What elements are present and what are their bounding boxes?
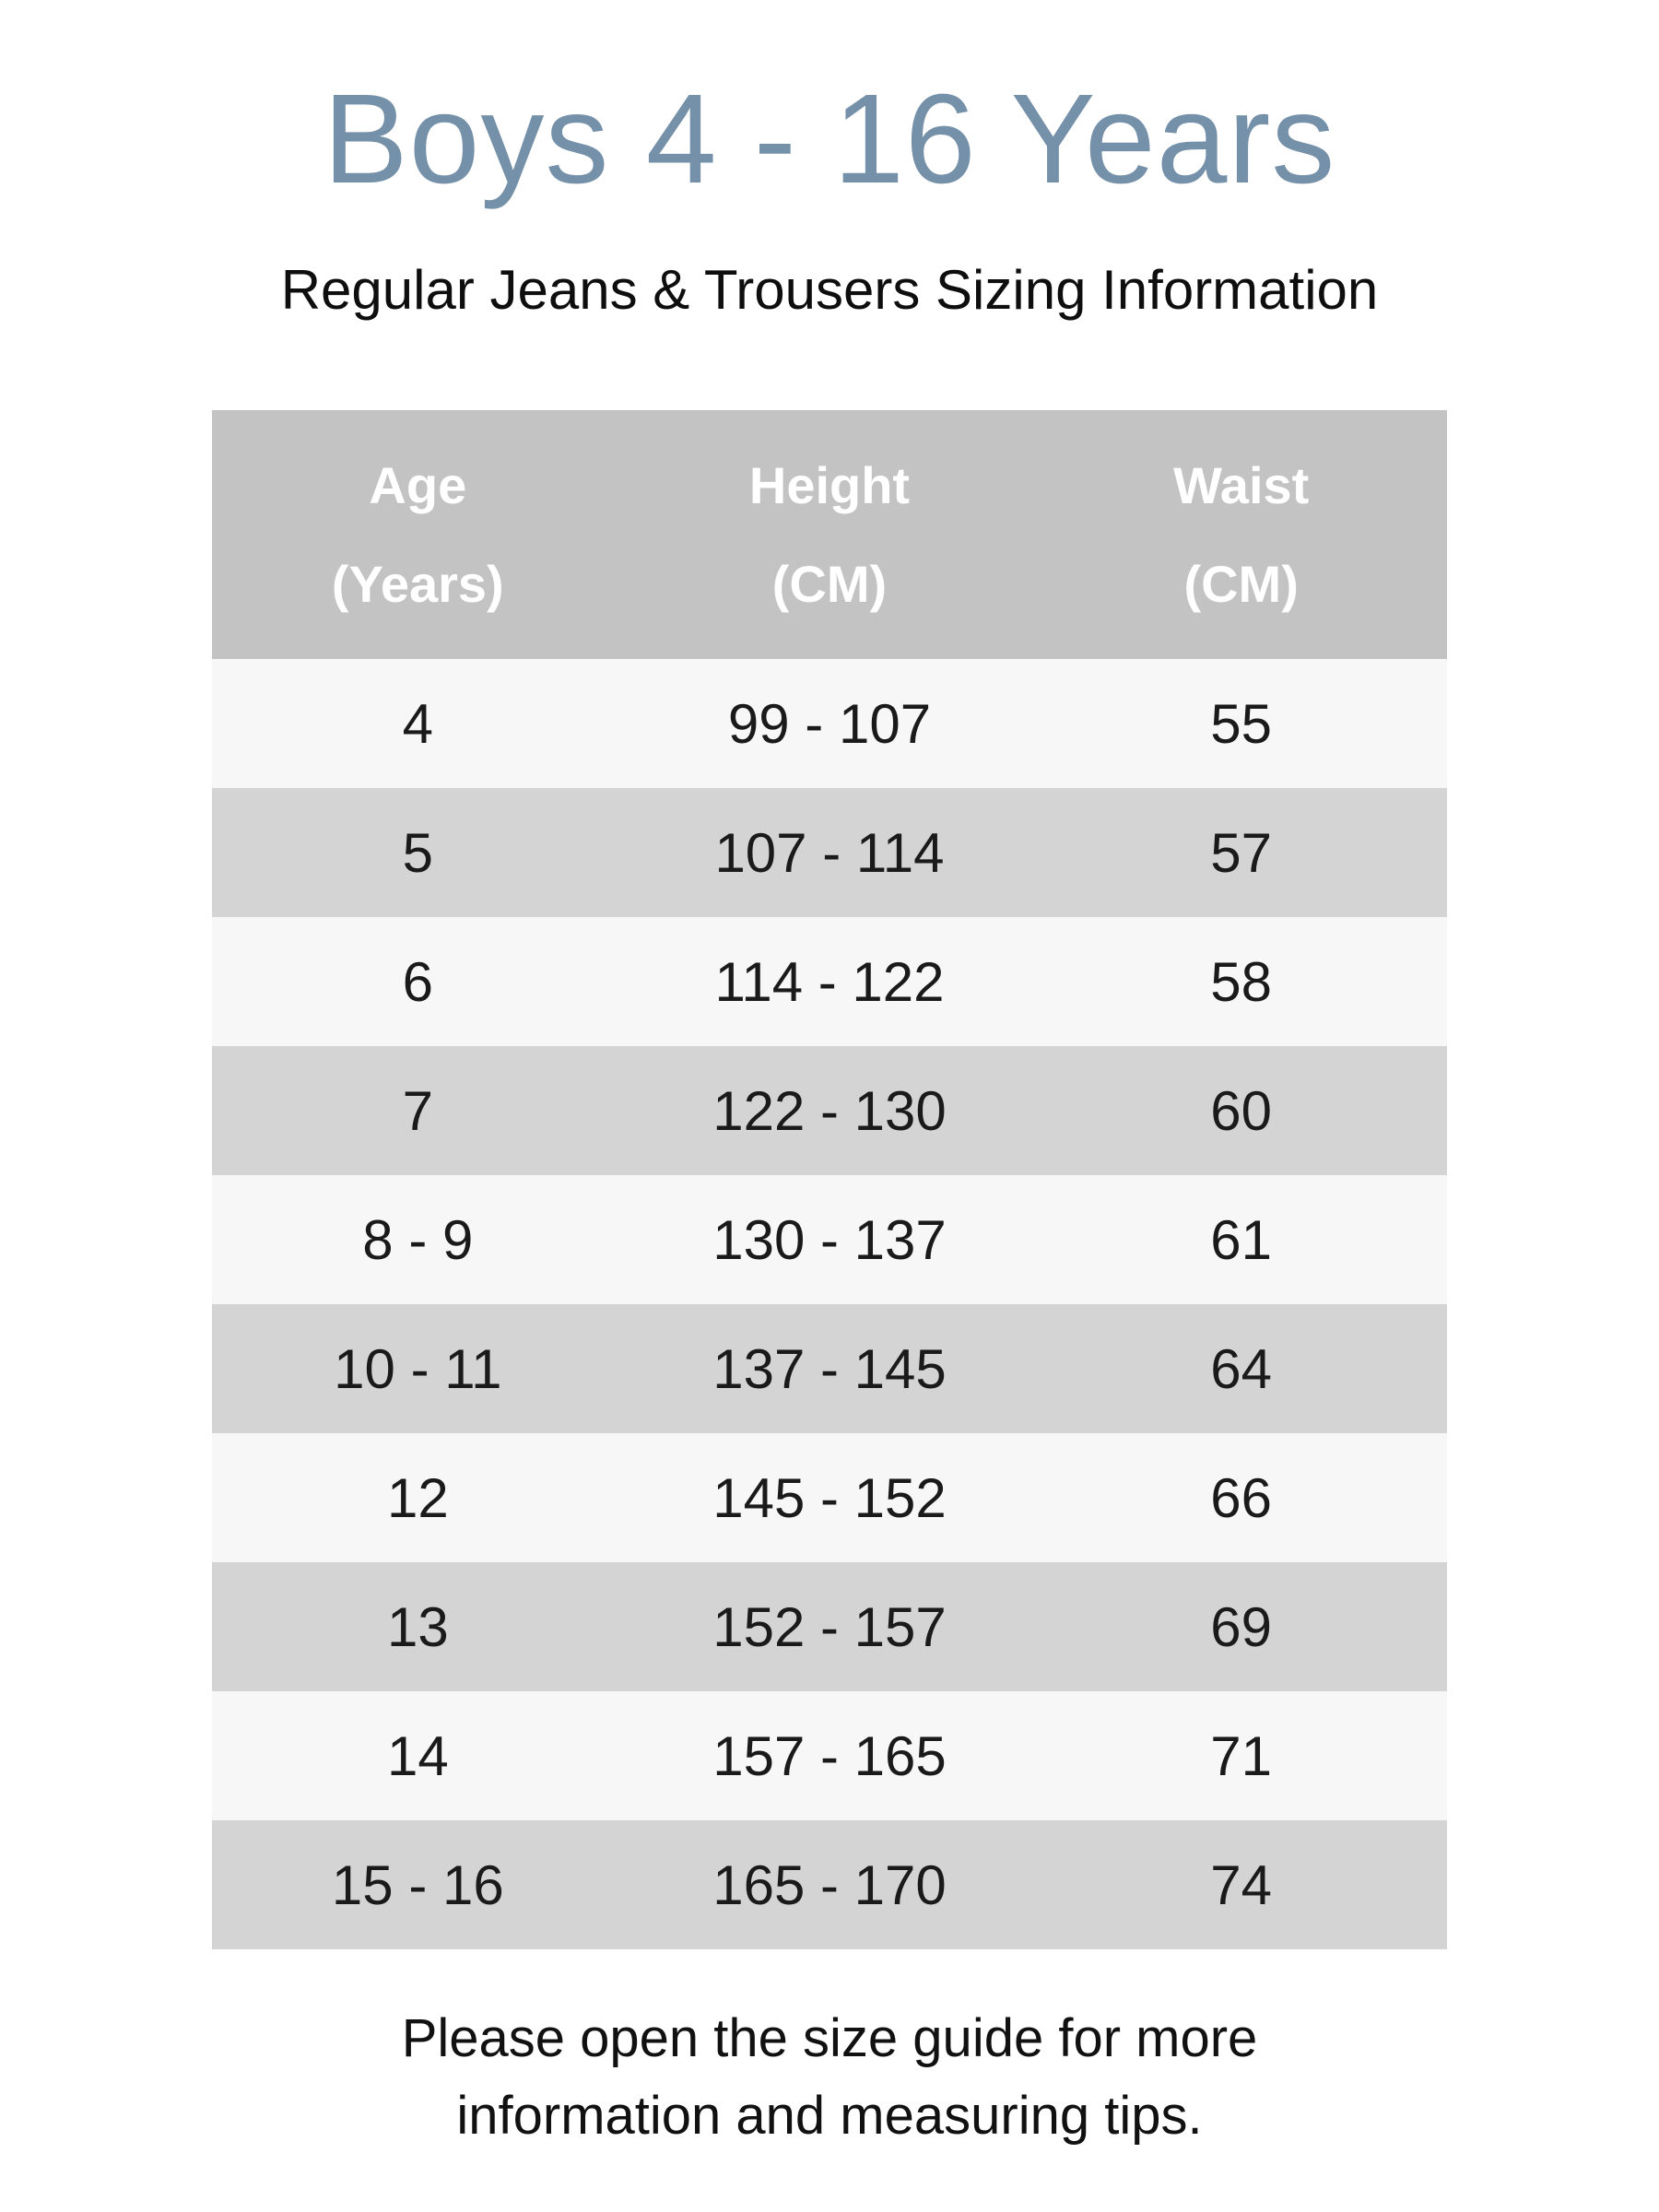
waist-cell: 60 — [1210, 1079, 1273, 1142]
footer-note-line1: Please open the size guide for more — [401, 2008, 1258, 2068]
waist-cell: 61 — [1210, 1208, 1273, 1271]
age-cell: 6 — [402, 950, 434, 1013]
column-header-waist: Waist (CM) — [1035, 410, 1447, 659]
height-cell: 165 - 170 — [712, 1853, 947, 1916]
table-row: 10 - 11 137 - 145 64 — [212, 1304, 1447, 1433]
age-cell: 14 — [386, 1724, 449, 1787]
column-header-age-line1: Age — [369, 456, 467, 514]
age-cell: 15 - 16 — [331, 1853, 504, 1916]
table-row: 5 107 - 114 57 — [212, 788, 1447, 917]
age-cell: 8 - 9 — [362, 1208, 474, 1271]
height-cell: 157 - 165 — [712, 1724, 947, 1787]
table-row: 15 - 16 165 - 170 74 — [212, 1820, 1447, 1949]
table-row: 12 145 - 152 66 — [212, 1433, 1447, 1562]
table-row: 14 157 - 165 71 — [212, 1691, 1447, 1820]
height-cell: 152 - 157 — [712, 1595, 947, 1658]
column-header-waist-line2: (CM) — [1183, 555, 1299, 613]
page-title: Boys 4 - 16 Years — [323, 68, 1336, 210]
waist-cell: 57 — [1210, 821, 1273, 884]
waist-cell: 66 — [1210, 1466, 1273, 1529]
height-cell: 107 - 114 — [714, 821, 945, 884]
column-header-age: Age (Years) — [212, 410, 624, 659]
height-cell: 122 - 130 — [712, 1079, 947, 1142]
table-row: 6 114 - 122 58 — [212, 917, 1447, 1046]
height-cell: 114 - 122 — [714, 950, 945, 1013]
column-header-height: Height (CM) — [623, 410, 1036, 659]
waist-cell: 71 — [1210, 1724, 1273, 1787]
age-cell: 4 — [402, 692, 434, 755]
waist-cell: 64 — [1210, 1337, 1273, 1400]
page-subtitle: Regular Jeans & Trousers Sizing Informat… — [280, 259, 1379, 321]
height-cell: 137 - 145 — [712, 1337, 947, 1400]
footer-note-line2: information and measuring tips. — [456, 2086, 1203, 2146]
waist-cell: 55 — [1210, 692, 1273, 755]
column-header-height-line1: Height — [748, 456, 911, 514]
waist-cell: 69 — [1210, 1595, 1273, 1658]
column-header-height-line2: (CM) — [771, 555, 888, 613]
column-header-age-line2: (Years) — [331, 555, 504, 613]
age-cell: 13 — [386, 1595, 449, 1658]
column-header-waist-line1: Waist — [1173, 456, 1310, 514]
size-table-header: Age (Years) Height (CM) Waist (CM) — [212, 410, 1447, 659]
size-table-body: 4 99 - 107 55 5 107 - 114 57 6 114 - 122… — [212, 659, 1447, 1949]
footer-note: Please open the size guide for more info… — [0, 2000, 1659, 2155]
size-table: Age (Years) Height (CM) Waist (CM) 4 99 … — [212, 410, 1447, 1949]
age-cell: 5 — [402, 821, 434, 884]
table-row: 13 152 - 157 69 — [212, 1562, 1447, 1691]
table-row: 4 99 - 107 55 — [212, 659, 1447, 788]
age-cell: 7 — [402, 1079, 434, 1142]
height-cell: 130 - 137 — [712, 1208, 947, 1271]
age-cell: 10 - 11 — [334, 1337, 502, 1400]
header-row: Age (Years) Height (CM) Waist (CM) — [212, 410, 1447, 659]
table-row: 7 122 - 130 60 — [212, 1046, 1447, 1175]
age-cell: 12 — [386, 1466, 449, 1529]
waist-cell: 58 — [1210, 950, 1273, 1013]
table-row: 8 - 9 130 - 137 61 — [212, 1175, 1447, 1304]
waist-cell: 74 — [1210, 1853, 1273, 1916]
height-cell: 99 - 107 — [727, 692, 932, 755]
height-cell: 145 - 152 — [712, 1466, 947, 1529]
